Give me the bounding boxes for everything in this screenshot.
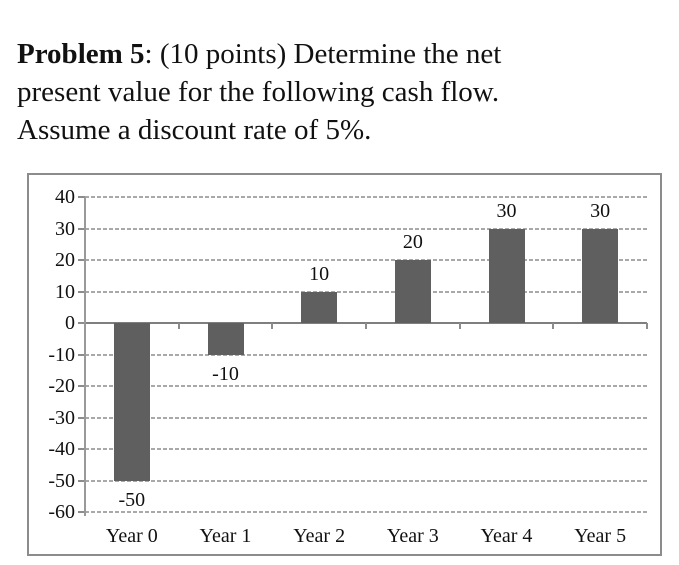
x-axis-label-2: Year 2 — [293, 525, 346, 547]
y-axis-label--50: -50 — [48, 469, 75, 492]
y-axis-label--30: -30 — [48, 406, 75, 429]
y-axis-tick--50 — [78, 479, 85, 482]
x-axis-tick-3 — [365, 323, 367, 329]
bar-year-0 — [113, 323, 150, 481]
gridline-40 — [85, 196, 647, 198]
y-axis-label--40: -40 — [48, 438, 75, 460]
bar-year-4 — [488, 228, 525, 323]
bar-value-label-2: 10 — [309, 262, 330, 285]
bar-value-label-3: 20 — [402, 231, 423, 253]
gridline-30 — [85, 227, 647, 230]
y-axis-label-40: 40 — [55, 186, 75, 208]
gridline-10 — [85, 290, 647, 293]
x-axis-label-4: Year 4 — [480, 525, 533, 547]
problem-number: Problem 5 — [17, 38, 145, 70]
y-axis-tick--60 — [78, 511, 85, 513]
gridline--10 — [85, 353, 647, 356]
gridline--20 — [85, 385, 647, 387]
y-axis-tick--30 — [78, 416, 85, 419]
x-axis-label-1: Year 1 — [199, 525, 252, 547]
problem-statement: Problem 5: (10 points) Determine the net… — [17, 35, 657, 149]
gridline--60 — [85, 511, 647, 513]
y-axis-label-30: 30 — [55, 217, 75, 240]
problem-text-line1: : (10 points) Determine the net — [144, 38, 502, 70]
cashflow-bar-chart: 40 30 20 10 0 -10 -20 -30 -40 -50 -60 -50 Year 0 -10 Y… — [27, 173, 662, 556]
y-axis-tick-20 — [78, 259, 85, 261]
y-axis-line — [84, 197, 86, 516]
y-axis-label--60: -60 — [48, 501, 75, 523]
y-axis-label-10: 10 — [55, 280, 75, 303]
bar-year-1 — [207, 323, 244, 355]
gridline--50 — [85, 479, 647, 482]
y-axis-tick--40 — [78, 448, 85, 450]
y-axis-tick-40 — [78, 196, 85, 198]
x-axis-label-3: Year 3 — [386, 525, 439, 547]
bar-year-3 — [394, 260, 431, 323]
bar-year-5 — [582, 228, 619, 323]
bar-year-2 — [301, 291, 338, 323]
y-axis-tick-10 — [78, 290, 85, 293]
bar-value-label-0: -50 — [118, 488, 146, 511]
problem-text-line2: present value for the following cash flo… — [17, 76, 500, 108]
y-axis-label-0: 0 — [65, 312, 75, 334]
x-axis-tick-5 — [552, 323, 555, 329]
gridline--30 — [85, 416, 647, 419]
y-axis-tick-30 — [78, 227, 85, 230]
y-axis-label-20: 20 — [55, 249, 75, 271]
x-axis-tick-1 — [177, 323, 180, 329]
gridline-20 — [85, 259, 647, 261]
x-axis-tick-4 — [458, 323, 461, 329]
x-axis-tick-6 — [646, 323, 648, 329]
x-axis-label-5: Year 5 — [574, 525, 627, 547]
y-axis-label--20: -20 — [48, 375, 75, 397]
x-axis-label-0: Year 0 — [105, 525, 158, 547]
y-axis-tick--20 — [78, 385, 85, 387]
y-axis-tick--10 — [78, 353, 85, 356]
bar-value-label-5: 30 — [590, 199, 611, 222]
gridline--40 — [85, 448, 647, 450]
bar-value-label-1: -10 — [212, 362, 239, 385]
y-axis-label--10: -10 — [48, 343, 75, 366]
bar-value-label-4: 30 — [496, 199, 517, 222]
x-axis-tick-2 — [271, 323, 274, 329]
y-axis-tick-0 — [78, 322, 85, 324]
problem-text-line3: Assume a discount rate of 5%. — [17, 114, 372, 146]
